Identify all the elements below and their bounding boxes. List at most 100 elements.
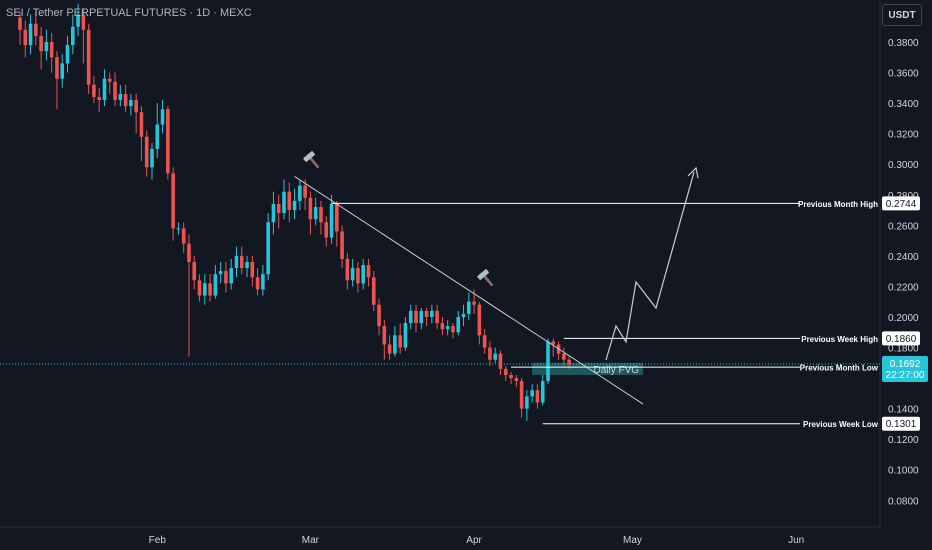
candle-body — [319, 206, 323, 223]
candle-body — [129, 100, 133, 107]
candle-body — [514, 378, 519, 382]
candle-body — [55, 57, 59, 79]
candle-body — [498, 353, 503, 369]
time-tick-label: Feb — [149, 535, 167, 546]
candle-body — [540, 381, 545, 403]
candle-body — [271, 203, 276, 223]
candle — [266, 213, 270, 281]
candle-body — [467, 301, 471, 314]
candle-body — [445, 326, 450, 330]
candle — [71, 14, 75, 55]
candle — [377, 298, 381, 336]
candle — [166, 106, 170, 180]
candle-body — [160, 109, 165, 125]
price-tick-label: 0.3400 — [888, 99, 919, 110]
candle-body — [23, 29, 28, 46]
price-tick-label: 0.2600 — [888, 221, 919, 232]
candle-body — [139, 112, 144, 137]
candle — [76, 3, 80, 36]
candle-body — [308, 197, 313, 220]
candle — [224, 261, 228, 293]
candle — [213, 265, 218, 299]
candle — [356, 261, 360, 293]
candle-body — [382, 326, 387, 345]
candle-body — [229, 268, 233, 284]
candle-body — [81, 14, 86, 30]
candle-body — [224, 271, 228, 284]
candle-body — [335, 203, 339, 232]
candle-body — [313, 206, 318, 220]
candle — [424, 307, 429, 327]
candle — [34, 11, 38, 46]
price-tick-label: 0.2200 — [888, 282, 919, 293]
level-label: Previous Week High — [801, 335, 878, 344]
candle — [461, 304, 466, 327]
candle-body — [239, 255, 244, 269]
candle — [350, 258, 355, 287]
candle — [340, 225, 344, 269]
candle — [261, 265, 265, 296]
candle-body — [28, 23, 33, 46]
time-tick-label: Jun — [788, 535, 804, 546]
candle-body — [503, 368, 508, 376]
candle-body — [192, 261, 197, 281]
candle — [382, 320, 387, 360]
candle — [255, 268, 260, 296]
price-tick-label: 0.2800 — [888, 191, 919, 202]
candle — [187, 234, 191, 357]
price-tick-label: 0.3800 — [888, 38, 919, 49]
candle-body — [493, 353, 497, 360]
candle-body — [530, 390, 534, 397]
level-price-tag — [882, 196, 920, 211]
candle — [408, 304, 413, 330]
candle — [239, 246, 244, 275]
candle-body — [419, 310, 424, 324]
candle — [92, 75, 96, 104]
candle — [192, 255, 197, 290]
candle — [97, 87, 101, 113]
candle — [102, 69, 107, 107]
candle — [208, 274, 212, 302]
candle — [551, 338, 556, 357]
candle-body — [377, 304, 381, 327]
candle-body — [86, 29, 91, 85]
candle-body — [393, 335, 397, 354]
candle — [477, 301, 482, 345]
candle — [65, 35, 70, 73]
candle — [107, 72, 112, 94]
candle — [55, 51, 59, 110]
price-tick-label: 0.3000 — [888, 160, 919, 171]
candle — [308, 191, 313, 235]
candle — [218, 261, 223, 284]
candle — [129, 93, 133, 116]
candle — [181, 222, 186, 253]
candle — [393, 326, 397, 357]
candle-body — [123, 93, 128, 107]
candle — [197, 274, 202, 302]
candle — [60, 54, 65, 88]
candle-body — [356, 268, 360, 284]
quote-currency-button[interactable]: USDT — [882, 4, 922, 26]
candle — [319, 200, 323, 235]
candle-body — [551, 341, 556, 345]
candle-body — [187, 243, 191, 262]
candle-body — [71, 26, 75, 46]
price-tick-label: 0.2000 — [888, 313, 919, 324]
candle — [44, 29, 49, 61]
candle-body — [366, 265, 371, 278]
candle-body — [435, 310, 439, 324]
candle-body — [203, 283, 207, 296]
candle — [345, 252, 350, 290]
candle — [313, 197, 318, 226]
projection-path — [605, 171, 695, 361]
candle — [229, 258, 233, 290]
candle — [171, 167, 175, 241]
candle — [398, 323, 402, 354]
current-price-label: 0.1692 — [890, 359, 921, 370]
candle-body — [181, 228, 186, 244]
candle-body — [398, 335, 402, 348]
hammer-icon — [477, 269, 494, 287]
candle — [387, 335, 392, 360]
candle — [282, 179, 286, 220]
